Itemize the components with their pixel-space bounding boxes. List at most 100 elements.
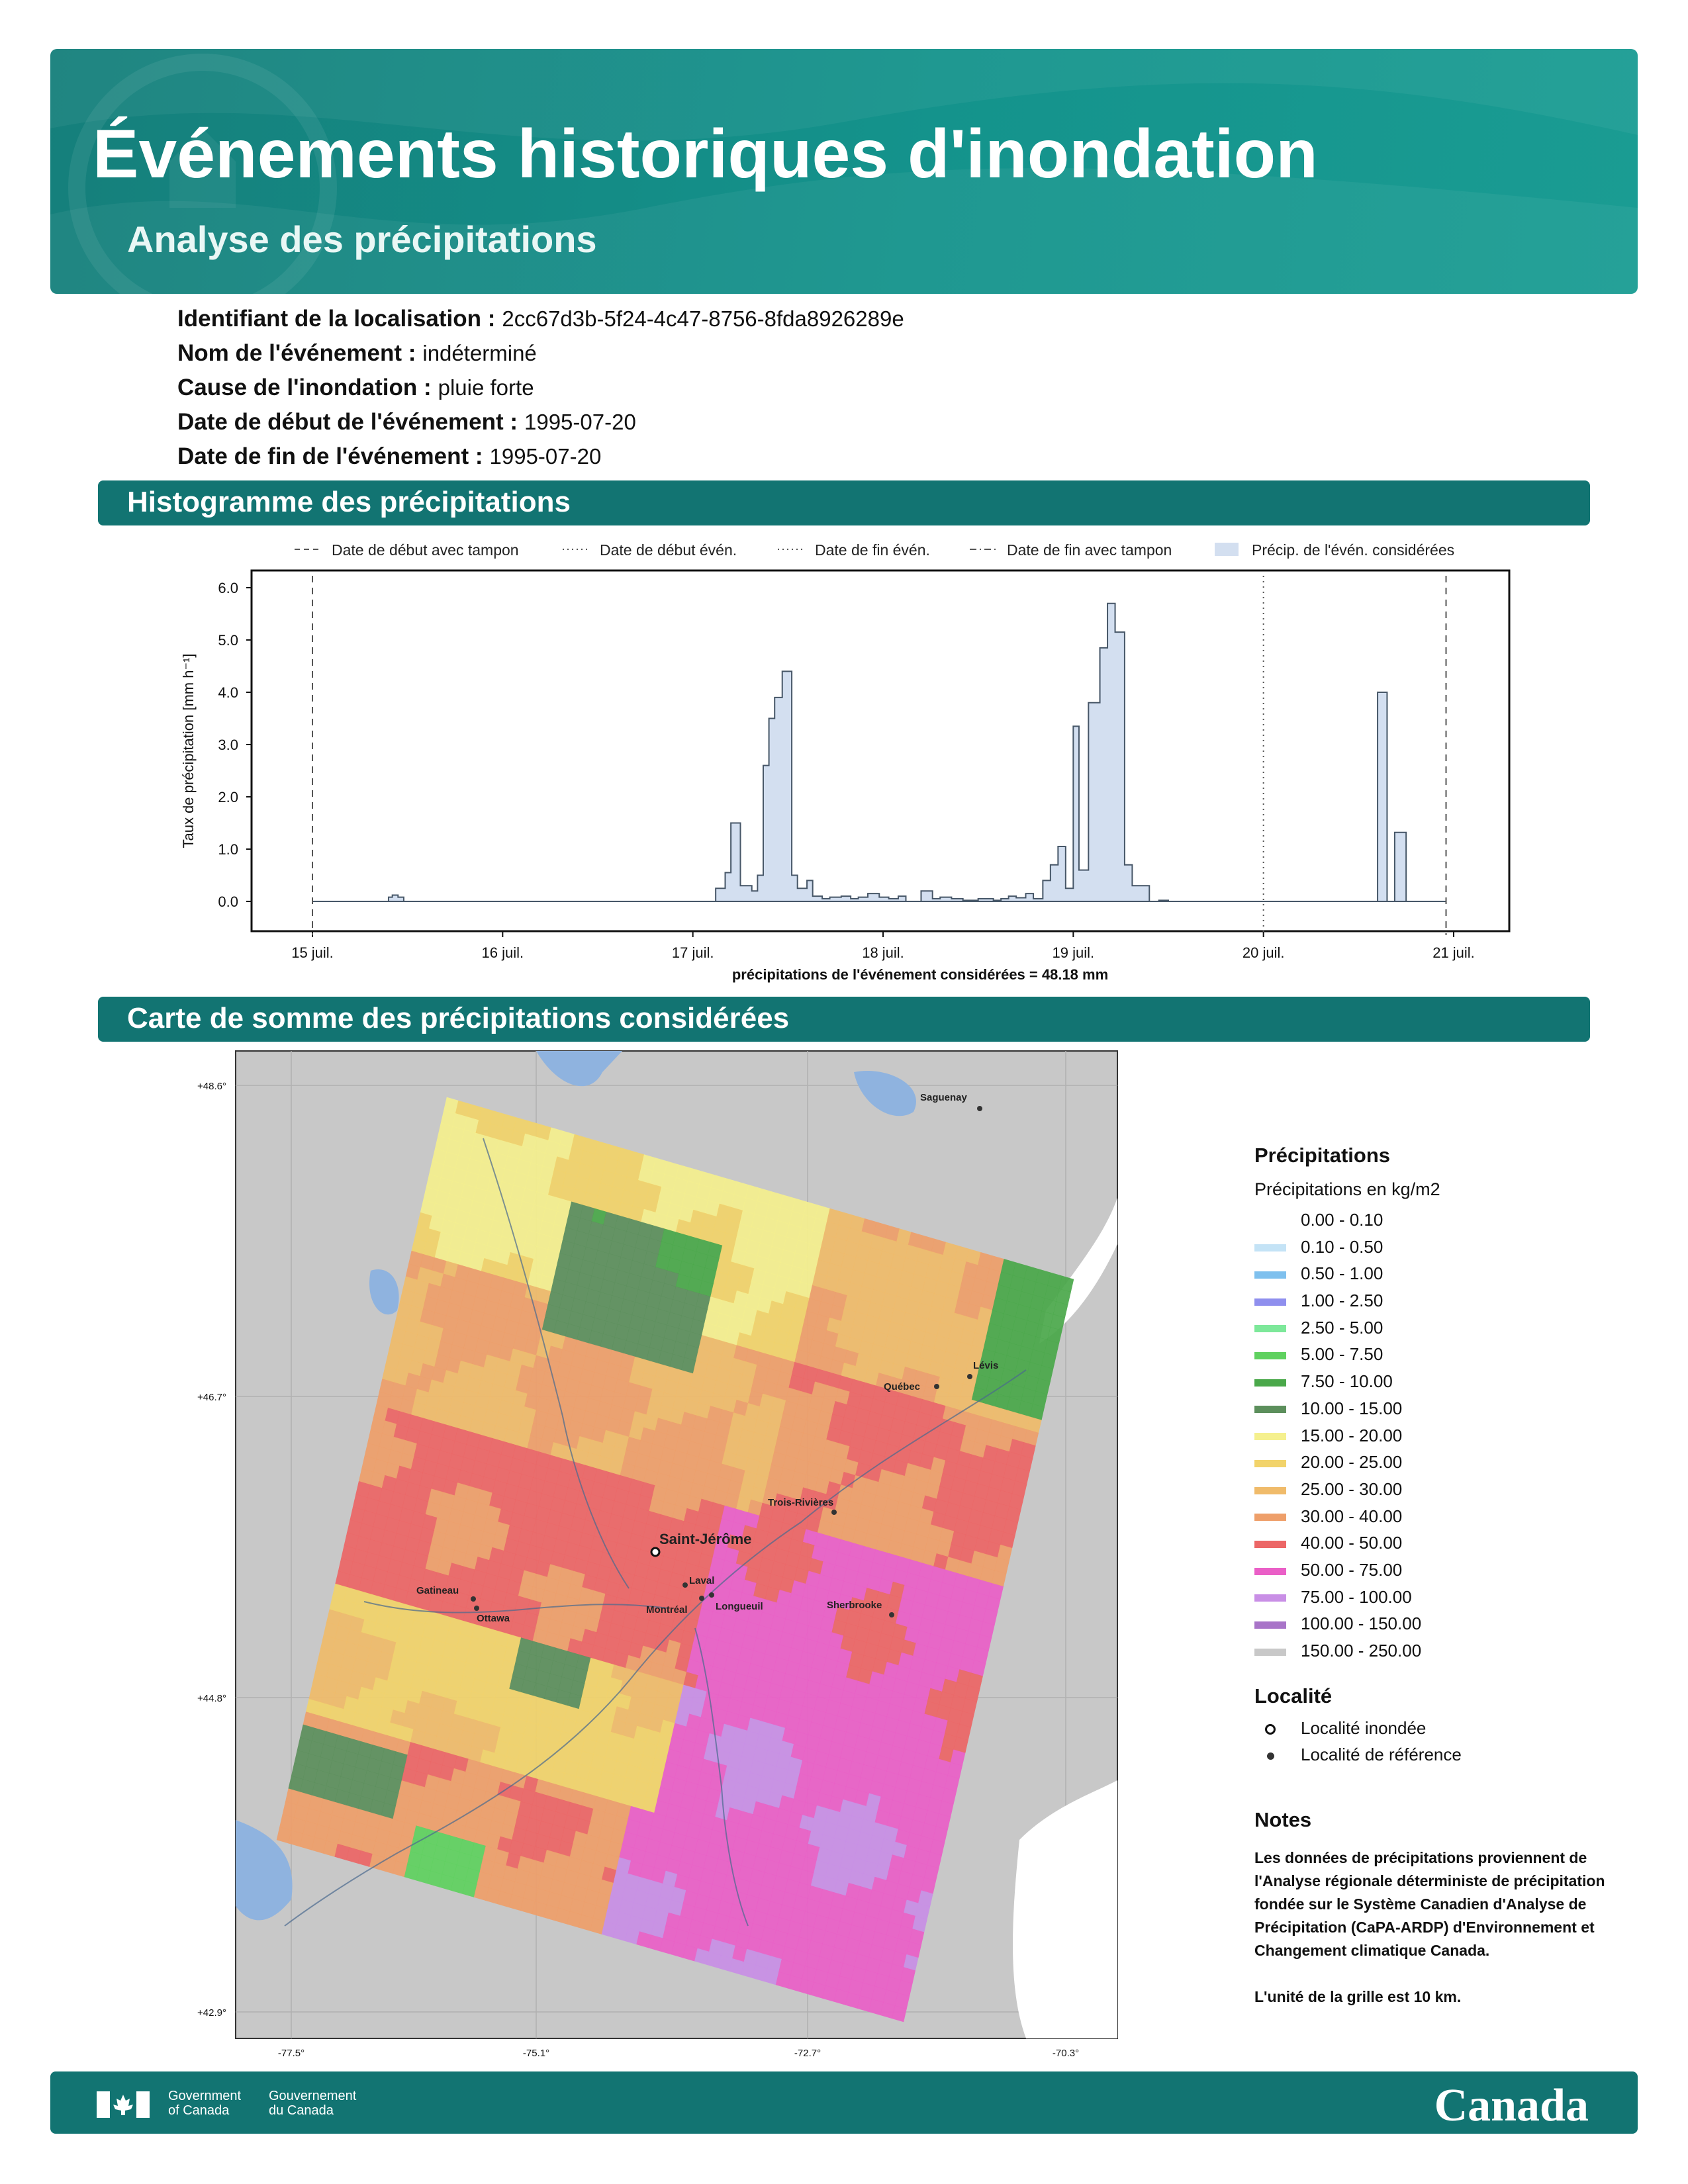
legend-classes: 0.00 - 0.10 0.10 - 0.50 0.50 - 1.00 1.00 - …: [1254, 1206, 1625, 1664]
x-tick-label: 18 juil.: [862, 944, 904, 961]
y-tick-label: 2.0: [218, 789, 238, 805]
legend-color-swatch: [1254, 1298, 1286, 1306]
reference-locality-marker: [967, 1374, 972, 1379]
legend-class-item: 100.00 - 150.00: [1254, 1610, 1625, 1637]
latitude-label: +48.6°: [197, 1081, 226, 1092]
legend-color-swatch: [1254, 1459, 1286, 1467]
legend-title: Précipitations: [1254, 1144, 1390, 1167]
reference-locality-marker: [699, 1596, 704, 1601]
meta-flood-cause: Cause de l'inondation : pluie forte: [177, 375, 534, 400]
section-map-header: Carte de somme des précipitations consid…: [98, 997, 1590, 1042]
precipitation-grid-cells: [276, 1097, 1074, 2023]
section-map-title: Carte de somme des précipitations consid…: [127, 1002, 790, 1034]
flooded-locality-marker: [650, 1547, 661, 1557]
legend-color-swatch: [1254, 1217, 1286, 1225]
y-tick-label: 3.0: [218, 737, 238, 753]
legend-color-swatch: [1254, 1594, 1286, 1602]
section-histogram-title: Histogramme des précipitations: [127, 486, 571, 518]
meta-event-name: Nom de l'événement : indéterminé: [177, 340, 537, 366]
page-subtitle: Analyse des précipitations: [127, 218, 597, 260]
legend-subtitle: Précipitations en kg/m2: [1254, 1179, 1440, 1199]
city-label: Saguenay: [920, 1092, 968, 1103]
legend-color-swatch: [1254, 1486, 1286, 1494]
map-cities: Saguenay Lévis Québec Trois-Rivières Saint-J…: [416, 1092, 998, 1624]
y-tick-label: 5.0: [218, 632, 238, 649]
cell-layer: [276, 1097, 1074, 2023]
map-axis-labels: +48.6° +46.7° +44.8° +42.9° -77.5° -75.1° -72.…: [197, 1081, 1079, 2059]
legend-class-item: 150.00 - 250.00: [1254, 1637, 1625, 1664]
reference-locality-marker: [474, 1606, 479, 1611]
y-tick-label: 4.0: [218, 684, 238, 701]
histogram-plot-frame: [250, 569, 1511, 933]
legend-color-swatch: [1254, 1540, 1286, 1548]
legend-class-item: 1.00 - 2.50: [1254, 1287, 1625, 1314]
precipitation-histogram: Date de début avec tampon Date de début é…: [180, 541, 1511, 983]
locality-title: Localité: [1254, 1684, 1333, 1707]
x-tick-label: 19 juil.: [1053, 944, 1095, 961]
legend-reference-locality: Localité de référence: [1254, 1741, 1625, 1768]
legend-entry-label: Date de fin avec tampon: [1007, 541, 1172, 559]
legend-color-swatch: [1254, 1325, 1286, 1333]
y-axis-label: Taux de précipitation [mm h⁻¹]: [180, 653, 197, 848]
city-label: Montréal: [646, 1604, 688, 1615]
x-tick-label: 15 juil.: [291, 944, 334, 961]
reference-locality-marker: [471, 1596, 476, 1602]
x-tick-label: 20 juil.: [1243, 944, 1285, 961]
footer: Government of Canada Gouvernement du Canad…: [50, 2071, 1638, 2134]
wave-decoration: [50, 49, 1638, 294]
legend-entry-label: Date de début avec tampon: [332, 541, 519, 559]
reference-locality-marker: [831, 1510, 837, 1515]
reference-locality-marker: [934, 1384, 939, 1389]
legend-class-label: 15.00 - 20.00: [1301, 1425, 1403, 1445]
event-metadata: Identifiant de la localisation :2cc67d3b…: [177, 302, 904, 474]
legend-color-swatch: [1254, 1567, 1286, 1575]
legend-color-swatch: [1254, 1433, 1286, 1441]
precipitation-cell: [892, 2005, 907, 2023]
legend-class-item: 2.50 - 5.00: [1254, 1314, 1625, 1342]
legend-class-item: 25.00 - 30.00: [1254, 1476, 1625, 1503]
x-axis-label: précipitations de l'événement considérée…: [732, 966, 1108, 983]
legend-color-swatch: [1254, 1514, 1286, 1522]
reference-locality-marker: [977, 1106, 982, 1111]
legend-flooded-locality: Localité inondée: [1254, 1715, 1625, 1742]
legend-color-swatch: [1254, 1406, 1286, 1414]
latitude-label: +44.8°: [197, 1693, 226, 1704]
latitude-label: +46.7°: [197, 1392, 226, 1403]
legend-color-swatch: [1254, 1244, 1286, 1252]
legend-class-item: 10.00 - 15.00: [1254, 1395, 1625, 1422]
city-label: Ottawa: [477, 1613, 510, 1624]
legend-color-swatch: [1254, 1621, 1286, 1629]
page-title: Événements historiques d'inondation: [93, 116, 1318, 193]
legend-color-swatch: [1254, 1352, 1286, 1360]
meta-start-date: Date de début de l'événement :1995-07-20: [177, 409, 636, 435]
legend-class-label: 7.50 - 10.00: [1301, 1371, 1393, 1392]
canada-flag-icon: [97, 2091, 150, 2118]
city-label: Trois-Rivières: [768, 1497, 833, 1508]
longitude-label: -72.7°: [794, 2048, 821, 2059]
city-label: Sherbrooke: [827, 1600, 882, 1611]
legend-class-item: 0.50 - 1.00: [1254, 1260, 1625, 1287]
city-label: Laval: [689, 1575, 714, 1586]
latitude-label: +42.9°: [197, 2007, 226, 2019]
grid-note: L'unité de la grille est 10 km.: [1254, 1988, 1462, 2006]
longitude-label: -77.5°: [278, 2048, 305, 2059]
legend-class-item: 7.50 - 10.00: [1254, 1368, 1625, 1395]
legend-class-label: 40.00 - 50.00: [1301, 1533, 1403, 1553]
reference-locality-marker: [889, 1612, 894, 1617]
legend-color-swatch: [1254, 1271, 1286, 1279]
y-tick-label: 1.0: [218, 841, 238, 858]
reference-locality-marker: [682, 1582, 688, 1588]
y-tick-label: 0.0: [218, 893, 238, 910]
legend-class-label: 150.00 - 250.00: [1301, 1641, 1422, 1661]
legend-class-item: 50.00 - 75.00: [1254, 1557, 1625, 1584]
precipitation-map: Saguenay Lévis Québec Trois-Rivières Saint-J…: [197, 1050, 1118, 2059]
legend-class-item: 75.00 - 100.00: [1254, 1584, 1625, 1611]
reference-locality-marker: [709, 1592, 714, 1598]
legend-fill-swatch: [1215, 543, 1239, 556]
legend-class-label: 10.00 - 15.00: [1301, 1398, 1403, 1418]
legend-color-swatch: [1254, 1648, 1286, 1656]
legend-class-label: 25.00 - 30.00: [1301, 1479, 1403, 1499]
legend-class-item: 0.10 - 0.50: [1254, 1234, 1625, 1261]
legend-class-item: 5.00 - 7.50: [1254, 1341, 1625, 1368]
x-tick-label: 17 juil.: [672, 944, 714, 961]
